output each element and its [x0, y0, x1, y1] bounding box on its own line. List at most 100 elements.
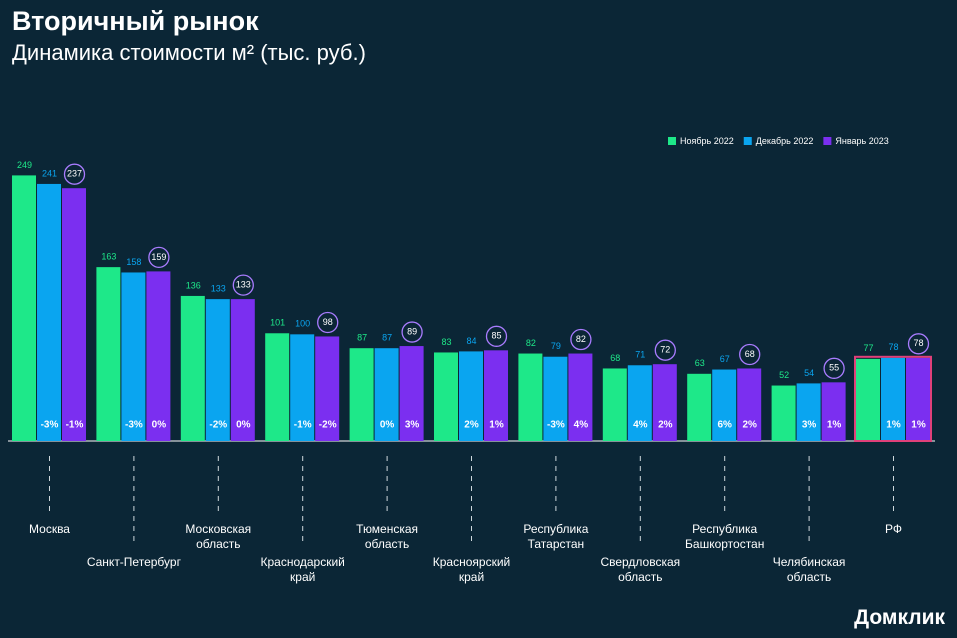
legend-swatch [668, 137, 676, 145]
value-circle [739, 343, 761, 366]
change-label: 1% [911, 420, 926, 431]
legend-swatch [743, 137, 752, 145]
value-circle [570, 328, 592, 351]
value-label: 52 [779, 370, 789, 380]
change-label: 2% [658, 420, 673, 431]
value-label: 133 [236, 280, 251, 290]
legend-label: Ноябрь 2022 [680, 136, 734, 146]
change-label: -3% [41, 420, 59, 431]
value-label: 79 [551, 341, 561, 351]
value-label: 249 [17, 160, 32, 170]
value-label: 89 [407, 326, 417, 336]
bar [737, 368, 762, 441]
x-tick-label: Краснодарский край [260, 555, 345, 584]
change-label: -3% [125, 420, 143, 431]
logo: Домклик [854, 606, 945, 629]
value-label: 54 [804, 368, 814, 378]
value-label: 78 [913, 338, 923, 348]
bar [230, 299, 255, 441]
value-label: 68 [610, 353, 620, 363]
value-label: 98 [323, 317, 333, 327]
value-circle [232, 274, 254, 296]
value-circle [317, 311, 339, 334]
change-label: 1% [489, 420, 504, 431]
x-tick-label: Москва [29, 522, 70, 536]
bar [459, 351, 483, 441]
x-tick-label: Красноярский край [432, 555, 511, 584]
bar [652, 364, 677, 441]
chart-title: Вторичный рынок [12, 6, 259, 36]
change-label: -2% [209, 420, 227, 431]
value-label: 71 [635, 350, 645, 360]
change-label: 0% [380, 420, 395, 431]
bar [62, 188, 86, 441]
change-label: 1% [886, 420, 901, 431]
x-tick-label: Республика Башкортостан [685, 522, 765, 551]
bar [602, 368, 627, 441]
bar [518, 353, 543, 441]
highlight [854, 355, 932, 442]
bar [627, 365, 652, 441]
value-label: 77 [863, 343, 873, 353]
value-label: 87 [382, 333, 392, 343]
x-tick-label: Тюменская область [356, 522, 419, 551]
x-tick-label: Санкт-Петербург [86, 555, 181, 569]
bar [434, 352, 458, 441]
x-tick-label: Республика Татарстан [523, 522, 589, 551]
value-circle [907, 333, 930, 355]
change-label: 6% [717, 420, 732, 431]
bar [374, 348, 399, 441]
value-label: 68 [745, 349, 755, 359]
bar [265, 333, 290, 441]
value-label: 159 [151, 252, 166, 262]
value-label: 55 [829, 363, 839, 373]
bar [205, 299, 230, 441]
bar [771, 385, 796, 441]
value-label: 83 [441, 337, 451, 347]
bar [37, 183, 61, 441]
bar [712, 369, 737, 441]
value-label: 82 [576, 334, 586, 344]
legend-swatch [823, 137, 832, 145]
change-label: 4% [574, 420, 589, 431]
bar [856, 358, 880, 441]
value-circle [823, 357, 845, 379]
value-label: 101 [270, 318, 285, 328]
x-tick-label: Челябинская область [772, 555, 846, 584]
value-label: 78 [888, 342, 898, 352]
change-label: 2% [742, 420, 757, 431]
value-label: 63 [695, 358, 705, 368]
change-label: 1% [827, 420, 842, 431]
change-label: -1% [294, 420, 312, 431]
change-label: 2% [464, 420, 479, 431]
legend-label: Декабрь 2022 [756, 136, 814, 146]
value-label: 158 [126, 257, 141, 267]
bar [687, 373, 712, 441]
value-circle [63, 163, 86, 185]
change-label: -1% [66, 420, 84, 431]
bar [146, 271, 171, 441]
bar [121, 272, 146, 441]
bar [821, 382, 846, 441]
value-label: 72 [660, 345, 670, 355]
bar [96, 267, 121, 441]
value-circle [654, 339, 676, 361]
value-label: 163 [101, 252, 116, 262]
bar [180, 295, 205, 441]
bar [349, 348, 374, 441]
bar [315, 336, 340, 441]
bar [568, 353, 593, 441]
value-label: 133 [211, 284, 226, 294]
change-label: 3% [802, 420, 817, 431]
change-label: 0% [152, 420, 167, 431]
change-label: -2% [319, 420, 337, 431]
bar [484, 350, 508, 441]
value-circle [148, 246, 170, 269]
value-circle [485, 325, 508, 347]
value-label: 84 [466, 336, 476, 346]
bar [543, 356, 568, 441]
change-label: 3% [405, 420, 420, 431]
value-circle [401, 321, 423, 343]
bar [290, 334, 315, 441]
